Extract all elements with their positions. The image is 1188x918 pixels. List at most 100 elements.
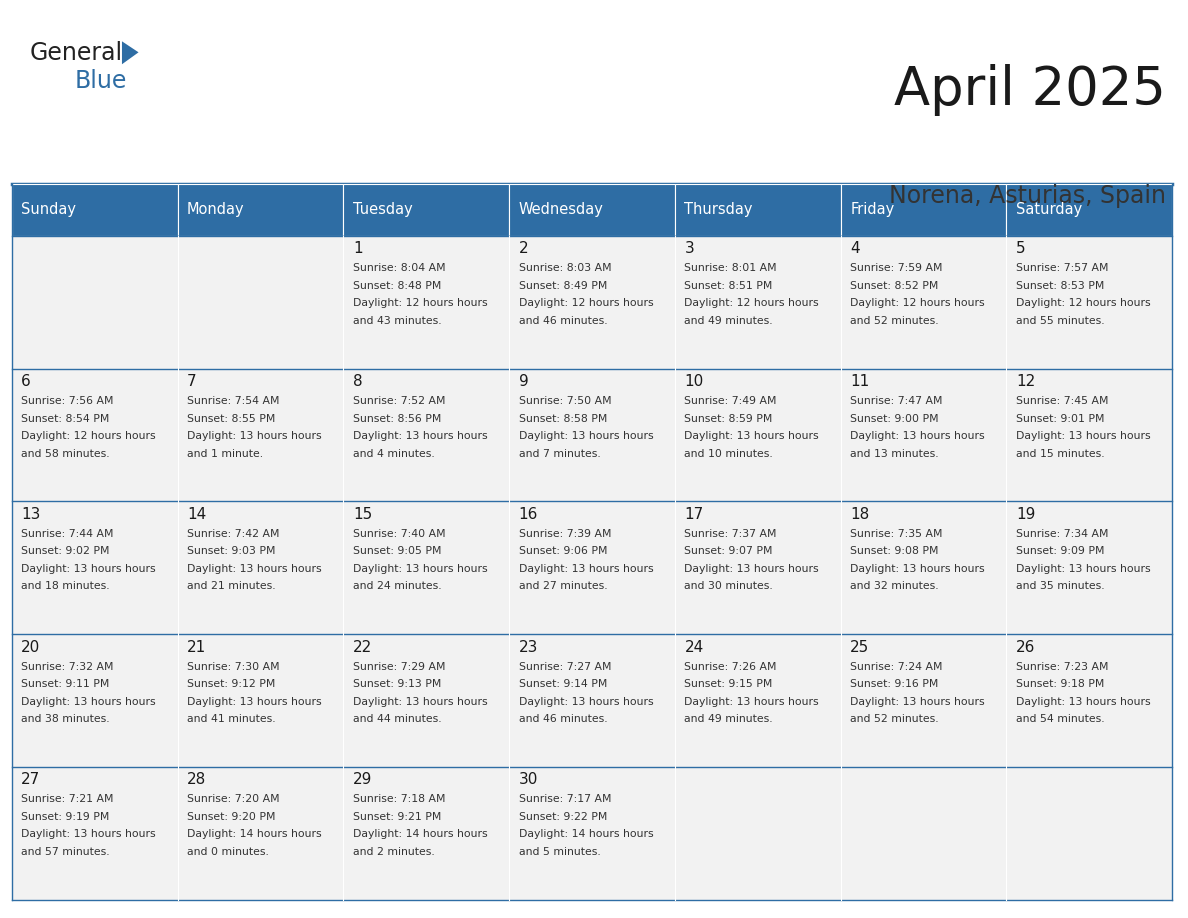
Text: Sunrise: 7:47 AM: Sunrise: 7:47 AM: [851, 397, 943, 406]
Text: Daylight: 13 hours hours: Daylight: 13 hours hours: [519, 697, 653, 707]
Bar: [343, 369, 510, 501]
Text: Sunset: 9:00 PM: Sunset: 9:00 PM: [851, 414, 939, 423]
Text: Daylight: 12 hours hours: Daylight: 12 hours hours: [684, 298, 819, 308]
Text: 1: 1: [353, 241, 362, 256]
Text: Sunset: 8:51 PM: Sunset: 8:51 PM: [684, 281, 772, 291]
Bar: [1006, 184, 1173, 236]
Bar: [841, 634, 1006, 767]
Bar: [12, 634, 178, 767]
Text: Sunrise: 7:35 AM: Sunrise: 7:35 AM: [851, 529, 943, 539]
Text: and 4 minutes.: and 4 minutes.: [353, 449, 435, 458]
Text: Sunrise: 7:34 AM: Sunrise: 7:34 AM: [1016, 529, 1108, 539]
Bar: [675, 236, 841, 369]
Text: Daylight: 13 hours hours: Daylight: 13 hours hours: [187, 697, 322, 707]
Text: Sunrise: 7:17 AM: Sunrise: 7:17 AM: [519, 794, 611, 804]
Text: 2: 2: [519, 241, 529, 256]
Text: Daylight: 13 hours hours: Daylight: 13 hours hours: [519, 431, 653, 441]
Bar: [343, 184, 510, 236]
Text: 25: 25: [851, 640, 870, 655]
Text: Sunday: Sunday: [21, 202, 76, 218]
Bar: [178, 369, 343, 501]
Bar: [841, 767, 1006, 900]
Text: Sunset: 9:07 PM: Sunset: 9:07 PM: [684, 546, 773, 556]
Text: and 18 minutes.: and 18 minutes.: [21, 581, 110, 591]
Text: 16: 16: [519, 507, 538, 522]
Text: and 2 minutes.: and 2 minutes.: [353, 846, 435, 856]
Text: Daylight: 13 hours hours: Daylight: 13 hours hours: [353, 431, 487, 441]
Text: Sunset: 9:06 PM: Sunset: 9:06 PM: [519, 546, 607, 556]
Text: Sunset: 9:16 PM: Sunset: 9:16 PM: [851, 679, 939, 689]
Text: and 35 minutes.: and 35 minutes.: [1016, 581, 1105, 591]
Text: Daylight: 13 hours hours: Daylight: 13 hours hours: [684, 564, 819, 574]
Text: and 46 minutes.: and 46 minutes.: [519, 316, 607, 326]
Text: and 44 minutes.: and 44 minutes.: [353, 714, 442, 724]
Text: Daylight: 12 hours hours: Daylight: 12 hours hours: [21, 431, 156, 441]
Text: Sunrise: 7:27 AM: Sunrise: 7:27 AM: [519, 662, 611, 672]
Text: Sunrise: 7:21 AM: Sunrise: 7:21 AM: [21, 794, 114, 804]
Bar: [12, 236, 178, 369]
Text: and 15 minutes.: and 15 minutes.: [1016, 449, 1105, 458]
Bar: [1006, 236, 1173, 369]
Text: Wednesday: Wednesday: [519, 202, 604, 218]
Bar: [510, 369, 675, 501]
Bar: [1006, 767, 1173, 900]
Text: Sunrise: 7:29 AM: Sunrise: 7:29 AM: [353, 662, 446, 672]
Text: Sunset: 8:49 PM: Sunset: 8:49 PM: [519, 281, 607, 291]
Text: and 27 minutes.: and 27 minutes.: [519, 581, 607, 591]
Text: Daylight: 13 hours hours: Daylight: 13 hours hours: [21, 829, 156, 839]
Text: Sunrise: 8:01 AM: Sunrise: 8:01 AM: [684, 263, 777, 274]
Polygon shape: [122, 41, 139, 64]
Text: Sunrise: 7:26 AM: Sunrise: 7:26 AM: [684, 662, 777, 672]
Text: Daylight: 14 hours hours: Daylight: 14 hours hours: [187, 829, 322, 839]
Text: Sunset: 8:58 PM: Sunset: 8:58 PM: [519, 414, 607, 423]
Text: Sunrise: 7:23 AM: Sunrise: 7:23 AM: [1016, 662, 1108, 672]
Text: and 49 minutes.: and 49 minutes.: [684, 316, 773, 326]
Text: Daylight: 13 hours hours: Daylight: 13 hours hours: [187, 431, 322, 441]
Text: Tuesday: Tuesday: [353, 202, 412, 218]
Text: Sunset: 8:53 PM: Sunset: 8:53 PM: [1016, 281, 1105, 291]
Bar: [675, 369, 841, 501]
Text: 13: 13: [21, 507, 40, 522]
Text: and 46 minutes.: and 46 minutes.: [519, 714, 607, 724]
Text: Sunrise: 7:20 AM: Sunrise: 7:20 AM: [187, 794, 279, 804]
Text: 4: 4: [851, 241, 860, 256]
Text: 26: 26: [1016, 640, 1036, 655]
Text: Sunset: 8:54 PM: Sunset: 8:54 PM: [21, 414, 109, 423]
Bar: [1006, 369, 1173, 501]
Bar: [510, 767, 675, 900]
Text: Daylight: 13 hours hours: Daylight: 13 hours hours: [353, 697, 487, 707]
Text: 11: 11: [851, 375, 870, 389]
Text: Daylight: 13 hours hours: Daylight: 13 hours hours: [851, 431, 985, 441]
Text: Sunrise: 7:37 AM: Sunrise: 7:37 AM: [684, 529, 777, 539]
Text: 17: 17: [684, 507, 703, 522]
Text: Blue: Blue: [75, 69, 127, 93]
Text: Sunrise: 7:52 AM: Sunrise: 7:52 AM: [353, 397, 446, 406]
Text: Sunrise: 7:39 AM: Sunrise: 7:39 AM: [519, 529, 611, 539]
Text: Daylight: 14 hours hours: Daylight: 14 hours hours: [353, 829, 487, 839]
Text: Daylight: 13 hours hours: Daylight: 13 hours hours: [21, 697, 156, 707]
Text: Sunset: 9:02 PM: Sunset: 9:02 PM: [21, 546, 109, 556]
Bar: [12, 767, 178, 900]
Bar: [12, 369, 178, 501]
Text: and 32 minutes.: and 32 minutes.: [851, 581, 939, 591]
Bar: [12, 184, 178, 236]
Text: and 7 minutes.: and 7 minutes.: [519, 449, 600, 458]
Text: Daylight: 13 hours hours: Daylight: 13 hours hours: [187, 564, 322, 574]
Text: Daylight: 12 hours hours: Daylight: 12 hours hours: [1016, 298, 1151, 308]
Bar: [178, 501, 343, 634]
Text: 6: 6: [21, 375, 31, 389]
Bar: [343, 767, 510, 900]
Text: and 38 minutes.: and 38 minutes.: [21, 714, 110, 724]
Text: General: General: [30, 41, 122, 65]
Text: Sunset: 9:18 PM: Sunset: 9:18 PM: [1016, 679, 1105, 689]
Text: and 13 minutes.: and 13 minutes.: [851, 449, 939, 458]
Text: Friday: Friday: [851, 202, 895, 218]
Text: Daylight: 14 hours hours: Daylight: 14 hours hours: [519, 829, 653, 839]
Text: and 21 minutes.: and 21 minutes.: [187, 581, 276, 591]
Text: and 49 minutes.: and 49 minutes.: [684, 714, 773, 724]
Bar: [510, 236, 675, 369]
Text: Sunset: 8:48 PM: Sunset: 8:48 PM: [353, 281, 441, 291]
Text: April 2025: April 2025: [895, 64, 1167, 117]
Bar: [1006, 501, 1173, 634]
Bar: [343, 634, 510, 767]
